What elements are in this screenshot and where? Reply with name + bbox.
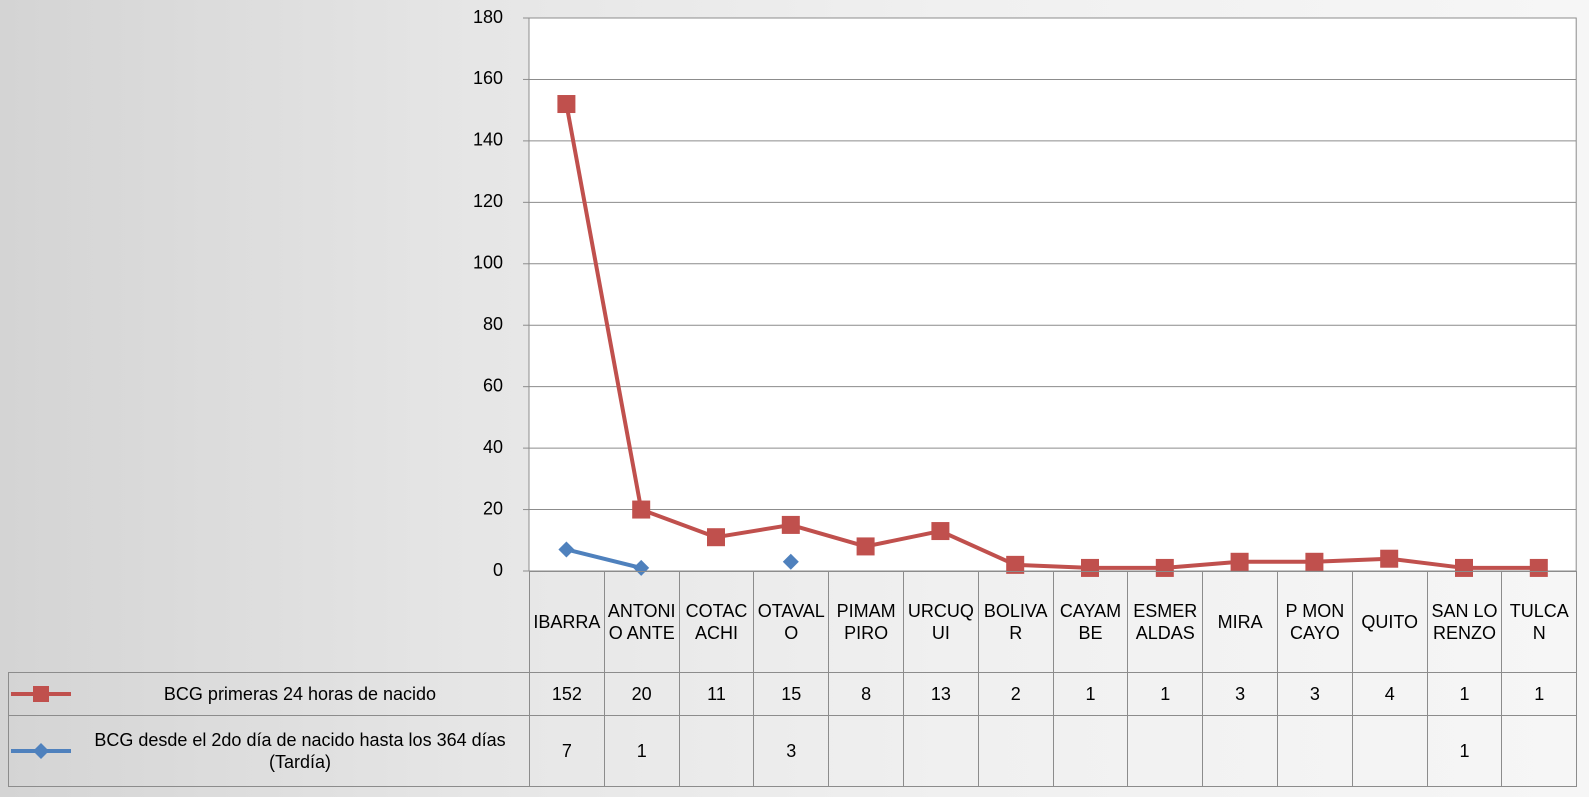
table-value: 1 [603,715,680,787]
table-value [678,715,755,787]
y-tick-label: 140 [473,130,503,150]
table-value: 1 [1127,672,1204,716]
table-value [1202,715,1278,787]
marker [1305,552,1324,571]
marker [781,515,800,534]
table-value: 20 [603,672,680,716]
category-cell: COTACACHI [678,571,755,673]
category-cell: QUITO [1351,571,1428,673]
marker [1155,558,1174,577]
table-value: 15 [753,672,830,716]
table-value: 11 [678,672,755,716]
table-value [1351,715,1428,787]
y-tick-label: 120 [473,191,503,211]
legend-label: BCG primeras 24 horas de nacido [163,684,437,704]
marker [1230,552,1249,571]
table-value: 7 [529,715,605,787]
table-value [977,715,1054,787]
table-value: 3 [753,715,830,787]
y-tick-label: 20 [483,498,503,518]
table-value: 3 [1277,672,1353,716]
y-tick-label: 160 [473,68,503,88]
series-line [564,103,1539,570]
category-cell: TULCAN [1501,571,1578,673]
table-value [1052,715,1129,787]
table-value [903,715,979,787]
legend-marker [33,686,49,702]
marker [1529,558,1548,577]
category-cell: ESMERALDAS [1127,571,1204,673]
legend-marker [33,743,49,759]
table-value [1501,715,1578,787]
table-value: 1 [1426,672,1503,716]
category-cell: P MONCAYO [1277,571,1353,673]
marker [1081,558,1099,577]
category-cell: PIMAMPIRO [828,571,904,673]
table-value: 8 [828,672,904,716]
table-value: 3 [1202,672,1278,716]
category-cell: URCUQUI [903,571,979,673]
legend-cell: BCG primeras 24 horas de nacido [8,672,530,716]
legend-key [11,743,71,759]
marker [1380,549,1399,568]
y-tick-label: 0 [493,560,503,580]
table-value: 2 [977,672,1054,716]
table-value: 152 [529,672,605,716]
marker [931,522,950,541]
category-cell: BOLIVAR [977,571,1054,673]
category-cell: OTAVALO [753,571,830,673]
category-cell: MIRA [1202,571,1278,673]
legend-key [11,686,71,702]
marker [782,553,799,570]
table-value [828,715,904,787]
category-cell: CAYAMBE [1052,571,1129,673]
legend-cell: BCG desde el 2do día de nacido hasta los… [8,715,530,787]
marker [557,95,576,114]
y-tick-label: 60 [483,375,503,395]
category-cell: ANTONIO ANTE [603,571,680,673]
y-tick-label: 40 [483,437,503,457]
y-tick-label: 180 [473,7,503,27]
table-value: 1 [1501,672,1578,716]
table-value: 13 [903,672,979,716]
table-value: 1 [1426,715,1503,787]
y-tick-label: 80 [483,314,503,334]
category-cell: SAN LORENZO [1426,571,1503,673]
table-value [1277,715,1353,787]
table-value: 4 [1351,672,1428,716]
category-cell: IBARRA [529,571,605,673]
table-value: 1 [1052,672,1129,716]
marker [558,541,575,558]
marker [632,500,651,519]
series-line [565,547,642,570]
marker [1455,558,1473,577]
table-value [1127,715,1204,787]
y-tick-label: 100 [473,253,503,273]
plot-area [528,17,1577,572]
legend-label: BCG desde el 2do día de nacido hasta los… [94,730,506,772]
marker [856,537,875,556]
marker [1006,555,1025,574]
marker [707,528,725,547]
